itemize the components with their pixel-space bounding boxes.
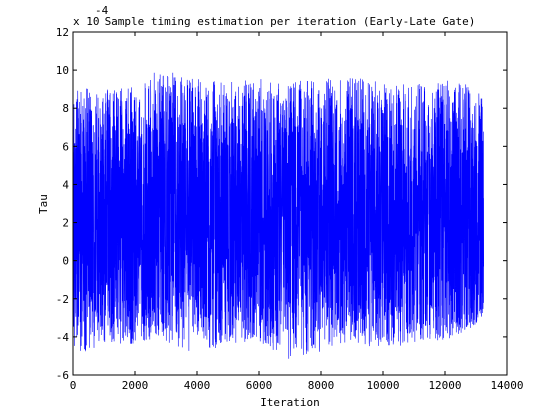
y-tick-label: -4 xyxy=(56,331,70,344)
x-tick-label: 6000 xyxy=(246,379,273,392)
x-tick-label: 10000 xyxy=(366,379,399,392)
series-line xyxy=(72,72,484,359)
plot-frame xyxy=(72,31,508,376)
x-tick-label: 0 xyxy=(70,379,77,392)
tau-series-line xyxy=(72,72,484,359)
x-axis: 0 2000 4000 6000 8000 10000 12000 14000 xyxy=(70,32,524,392)
x-tick-label: 12000 xyxy=(428,379,461,392)
y-tick-label: -2 xyxy=(56,293,69,306)
x-tick-label: 2000 xyxy=(122,379,149,392)
y-multiplier-exponent: -4 xyxy=(95,4,109,17)
y-tick-label: 12 xyxy=(56,26,69,39)
x-tick-label: 4000 xyxy=(184,379,211,392)
y-axis: -6 -4 -2 0 2 4 6 8 10 12 xyxy=(56,26,507,382)
x-tick-label: 14000 xyxy=(490,379,523,392)
y-axis-label: Tau xyxy=(37,194,50,214)
y-tick-label: 2 xyxy=(62,217,69,230)
y-tick-label: 4 xyxy=(62,178,69,191)
y-tick-label: 0 xyxy=(62,255,69,268)
chart-title: Sample timing estimation per iteration (… xyxy=(105,15,476,28)
y-multiplier-text: x 10 xyxy=(73,15,100,28)
y-tick-label: 8 xyxy=(62,102,69,115)
y-tick-label: -6 xyxy=(56,369,69,382)
x-tick-label: 8000 xyxy=(308,379,335,392)
y-tick-label: 10 xyxy=(56,64,69,77)
x-axis-label: Iteration xyxy=(260,396,320,409)
y-tick-label: 6 xyxy=(62,140,69,153)
